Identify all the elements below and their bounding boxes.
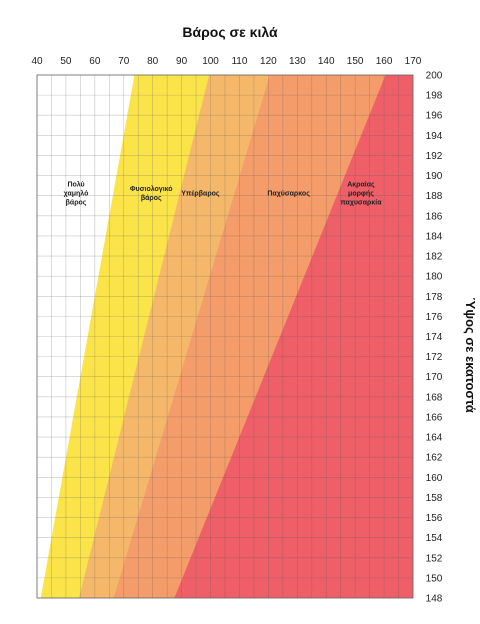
x-tick-label: 150 <box>347 56 364 67</box>
y-tick-label: 158 <box>426 493 443 504</box>
x-tick-label: 110 <box>231 56 247 67</box>
plot-frame <box>36 74 414 599</box>
y-tick-label: 164 <box>426 433 443 444</box>
x-axis-title: Βάρος σε κιλά <box>182 24 278 40</box>
y-tick-label: 196 <box>426 111 443 122</box>
x-tick-label: 130 <box>289 56 306 67</box>
y-tick-label: 178 <box>426 292 443 303</box>
x-tick-label: 70 <box>118 56 130 67</box>
y-tick-label: 172 <box>426 352 443 363</box>
zone-label-0: Πολύ χαμηλό βάρος <box>64 181 89 207</box>
y-tick-label: 180 <box>426 272 443 283</box>
y-tick-label: 176 <box>426 312 443 323</box>
y-tick-label: 160 <box>426 473 443 484</box>
x-tick-label: 40 <box>31 56 43 67</box>
y-tick-label: 192 <box>426 151 443 162</box>
zone-labels: Πολύ χαμηλό βάρος Φυσιολογικό βάρος Υπέρβαρος… <box>64 181 383 207</box>
x-tick-label: 60 <box>89 56 101 67</box>
y-tick-label: 170 <box>426 372 443 383</box>
x-tick-label: 160 <box>376 56 393 67</box>
y-tick-label: 156 <box>426 513 443 524</box>
y-tick-label: 154 <box>426 533 443 544</box>
x-tick-label: 50 <box>60 56 72 67</box>
x-tick-label: 120 <box>260 56 277 67</box>
y-tick-label: 166 <box>426 412 443 423</box>
y-tick-label: 190 <box>426 171 443 182</box>
zone-label-1: Φυσιολογικό βάρος <box>130 185 173 202</box>
zone-label-3: Παχύσαρκος <box>267 191 310 198</box>
y-axis-title: Ύψος σε εκατοστά <box>463 297 478 413</box>
y-tick-label: 168 <box>426 392 443 403</box>
zone-area-0 <box>37 75 135 598</box>
x-tick-label: 100 <box>202 56 219 67</box>
zone-label-2: Υπέρβαρος <box>181 191 220 198</box>
y-tick-label: 200 <box>426 71 443 82</box>
y-tick-label: 148 <box>426 594 443 605</box>
y-tick-label: 162 <box>426 453 443 464</box>
y-tick-label: 182 <box>426 252 443 263</box>
x-tick-label: 140 <box>318 56 335 67</box>
grid-layer <box>36 74 414 599</box>
y-tick-label: 194 <box>426 131 443 142</box>
y-tick-label: 184 <box>426 231 443 242</box>
x-tick-label: 80 <box>147 56 159 67</box>
zone-label-4: Ακραίας μορφής παχυσαρκία <box>340 182 382 207</box>
y-tick-label: 150 <box>426 573 443 584</box>
x-tick-label: 90 <box>176 56 188 67</box>
y-tick-labels: 148 150 152 154 156 158 160 162 164 166 168 170 172 1… <box>426 71 443 605</box>
y-tick-label: 186 <box>426 211 443 222</box>
x-tick-labels: 40 50 60 70 80 90 100 110 120 130 140 150 160 170 <box>31 56 421 67</box>
y-tick-label: 198 <box>426 91 443 102</box>
x-tick-label: 170 <box>405 56 422 67</box>
y-tick-label: 152 <box>426 553 443 564</box>
y-tick-label: 174 <box>426 332 443 343</box>
y-tick-label: 188 <box>426 191 443 202</box>
zones-layer <box>37 75 413 598</box>
